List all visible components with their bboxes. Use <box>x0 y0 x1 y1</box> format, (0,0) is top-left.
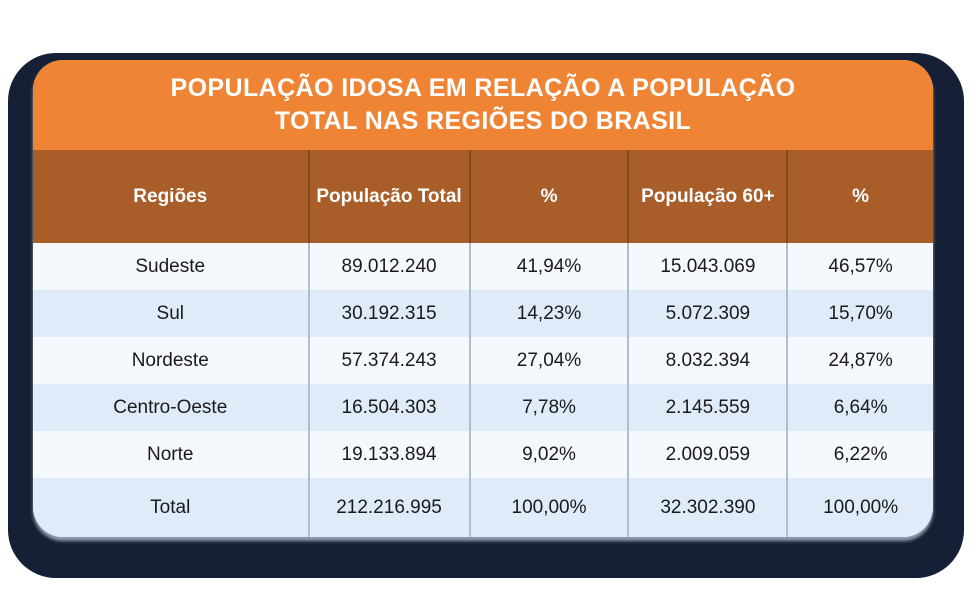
column-header-regioes: Regiões <box>133 186 208 207</box>
cell-pct-total: 7,78% <box>468 384 628 431</box>
title-band: POPULAÇÃO IDOSA EM RELAÇÃO A POPULAÇÃO T… <box>33 60 933 150</box>
table-row-centro-oeste: Centro-Oeste 16.504.303 7,78% 2.145.559 … <box>33 384 933 431</box>
column-header-pct-60: % <box>786 150 933 243</box>
cell-pct-total: 100,00% <box>468 478 628 537</box>
page-title-line2: TOTAL NAS REGIÕES DO BRASIL <box>274 107 692 135</box>
column-header-pop-total: População Total <box>307 150 469 243</box>
table-header-row: Regiões População Total % População 60+ … <box>33 150 933 243</box>
table-row-norte: Norte 19.133.894 9,02% 2.009.059 6,22% <box>33 431 933 478</box>
cell-pct-60: 15,70% <box>786 290 933 337</box>
cell-pop-total: 89.012.240 <box>307 243 469 290</box>
card-outer-frame: POPULAÇÃO IDOSA EM RELAÇÃO A POPULAÇÃO T… <box>8 53 964 578</box>
table-row-sudeste: Sudeste 89.012.240 41,94% 15.043.069 46,… <box>33 243 933 290</box>
cell-region: Centro-Oeste <box>113 396 228 418</box>
cell-pct-60: 24,87% <box>786 337 933 384</box>
cell-pop-total: 16.504.303 <box>307 384 469 431</box>
column-header-pop-60: População 60+ <box>627 150 786 243</box>
table-row-total: Total 212.216.995 100,00% 32.302.390 100… <box>33 478 933 537</box>
cell-pop-60: 5.072.309 <box>627 290 786 337</box>
cell-pct-60: 100,00% <box>786 478 933 537</box>
cell-region: Sul <box>156 302 184 324</box>
cell-pop-60: 2.009.059 <box>627 431 786 478</box>
cell-pop-total: 212.216.995 <box>307 478 469 537</box>
cell-pct-total: 27,04% <box>468 337 628 384</box>
page-title-line1: POPULAÇÃO IDOSA EM RELAÇÃO A POPULAÇÃO <box>170 74 796 102</box>
cell-pct-60: 6,64% <box>786 384 933 431</box>
population-table-card: POPULAÇÃO IDOSA EM RELAÇÃO A POPULAÇÃO T… <box>33 60 933 537</box>
cell-region: Sudeste <box>135 255 206 277</box>
cell-region: Total <box>150 496 191 518</box>
cell-pop-60: 32.302.390 <box>627 478 786 537</box>
cell-pop-total: 19.133.894 <box>307 431 469 478</box>
cell-pop-60: 2.145.559 <box>627 384 786 431</box>
cell-pct-total: 14,23% <box>468 290 628 337</box>
cell-pct-total: 41,94% <box>468 243 628 290</box>
cell-pop-60: 8.032.394 <box>627 337 786 384</box>
cell-pop-total: 57.374.243 <box>307 337 469 384</box>
column-header-pct-total: % <box>468 150 628 243</box>
cell-region: Nordeste <box>131 349 209 371</box>
cell-pct-60: 6,22% <box>786 431 933 478</box>
table-row-sul: Sul 30.192.315 14,23% 5.072.309 15,70% <box>33 290 933 337</box>
cell-pop-60: 15.043.069 <box>627 243 786 290</box>
table-row-nordeste: Nordeste 57.374.243 27,04% 8.032.394 24,… <box>33 337 933 384</box>
cell-pop-total: 30.192.315 <box>307 290 469 337</box>
cell-pct-total: 9,02% <box>468 431 628 478</box>
cell-region: Norte <box>147 443 194 465</box>
cell-pct-60: 46,57% <box>786 243 933 290</box>
